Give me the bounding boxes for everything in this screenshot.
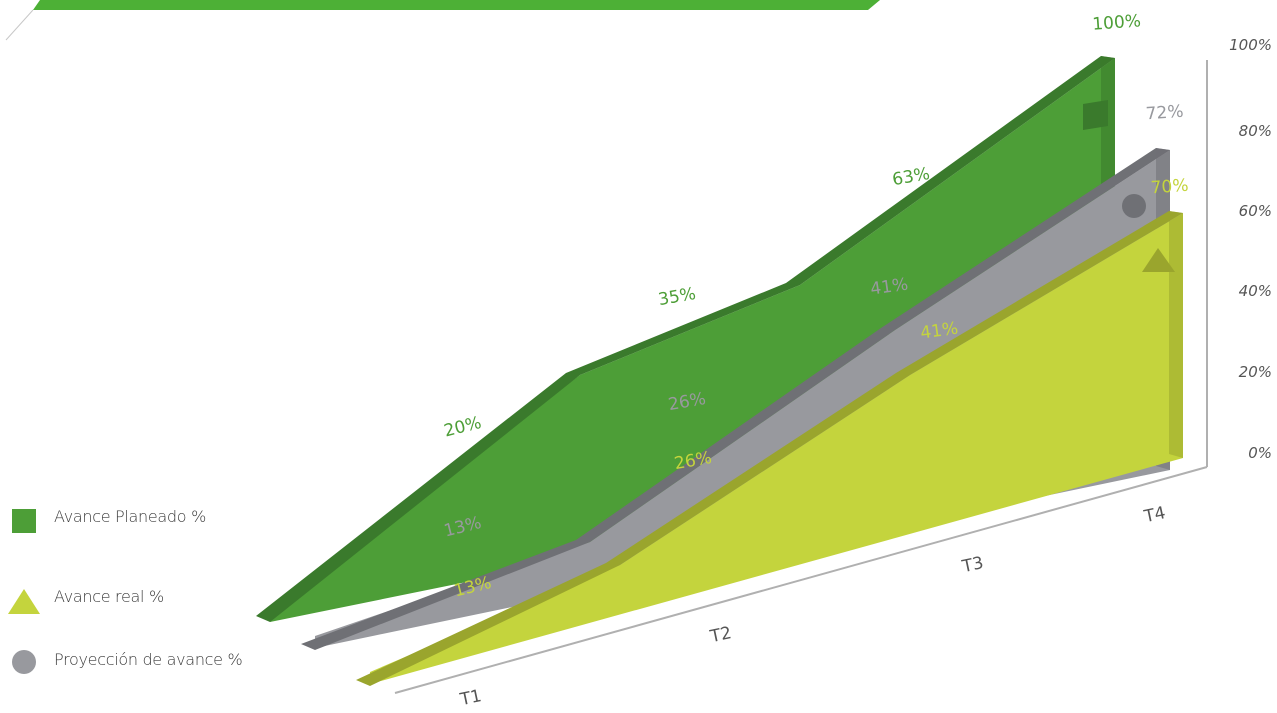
- real-triangle-marker: [1142, 248, 1175, 272]
- series-real-cap: [1169, 211, 1183, 458]
- circle-icon: [12, 650, 36, 674]
- y-tick-label: 0%: [1248, 444, 1272, 462]
- x-category-label: T1: [458, 686, 484, 710]
- y-tick-label: 60%: [1239, 202, 1272, 220]
- x-category-label: T3: [960, 553, 986, 577]
- legend-item-planned: Avance Planeado %: [10, 505, 270, 535]
- x-category-label: T4: [1142, 503, 1168, 527]
- legend-label-projection: Proyección de avance %: [54, 650, 243, 669]
- series-real: [356, 211, 1183, 686]
- data-label: 72%: [1145, 102, 1184, 125]
- legend-label-real: Avance real %: [54, 587, 164, 606]
- legend-label-planned: Avance Planeado %: [54, 507, 206, 526]
- y-tick-label: 40%: [1239, 282, 1272, 300]
- series-real-face: [370, 213, 1183, 684]
- legend-item-real: Avance real %: [8, 585, 270, 615]
- data-label: 35%: [657, 284, 698, 310]
- series-projection-edge: [301, 148, 1170, 650]
- planned-square-marker: [1083, 100, 1108, 130]
- x-axis-line: [394, 466, 1208, 694]
- series-planned-edge: [256, 56, 1115, 622]
- series-layer: [256, 56, 1183, 686]
- x-category-label: T2: [708, 623, 734, 647]
- y-tick-label: 80%: [1239, 122, 1272, 140]
- header-banner: [33, 0, 880, 10]
- projection-circle-marker: [1122, 194, 1146, 218]
- series-real-edge: [356, 211, 1183, 686]
- x-category-labels: T1 T2 T3 T4: [458, 503, 1168, 710]
- y-tick-label: 100%: [1229, 36, 1272, 54]
- axes: [394, 60, 1208, 694]
- triangle-icon: [8, 589, 40, 614]
- header-banner-line: [5, 9, 34, 41]
- data-label: 70%: [1150, 176, 1189, 199]
- square-icon: [12, 509, 36, 533]
- legend-item-projection: Proyección de avance %: [10, 648, 270, 678]
- data-label: 20%: [442, 413, 484, 442]
- data-label: 100%: [1092, 11, 1142, 34]
- y-tick-label: 20%: [1239, 363, 1272, 381]
- y-tick-labels: 0% 20% 40% 60% 80% 100%: [1229, 36, 1272, 462]
